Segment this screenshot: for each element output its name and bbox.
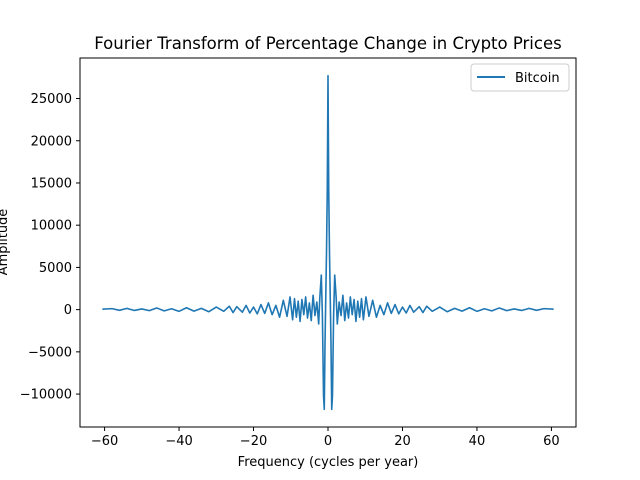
- x-tick-label: 20: [394, 434, 411, 449]
- y-tick-label: 20000: [31, 134, 72, 149]
- x-tick-label: 60: [543, 434, 560, 449]
- x-axis-label: Frequency (cycles per year): [238, 455, 419, 470]
- series-line-bitcoin: [102, 74, 554, 411]
- x-tick-label: 40: [469, 434, 486, 449]
- y-tick-label: −10000: [20, 388, 72, 403]
- y-axis-label: Amplitude: [0, 209, 11, 276]
- legend-box: [470, 63, 570, 92]
- legend-label-bitcoin: Bitcoin: [515, 71, 560, 86]
- x-tick-label: −40: [165, 434, 192, 449]
- y-tick-label: 15000: [31, 176, 72, 191]
- x-axis-ticks: −60 −40 −20 0 20 40 60: [91, 427, 560, 449]
- y-tick-label: −5000: [28, 345, 72, 360]
- x-tick-label: 0: [324, 434, 332, 449]
- y-tick-label: 10000: [31, 219, 72, 234]
- x-tick-label: −20: [240, 434, 267, 449]
- y-tick-label: 25000: [31, 92, 72, 107]
- y-tick-label: 5000: [39, 261, 72, 276]
- chart-title: Fourier Transform of Percentage Change i…: [94, 34, 561, 53]
- x-tick-label: −60: [91, 434, 118, 449]
- legend: Bitcoin: [470, 63, 570, 92]
- y-tick-label: 0: [64, 303, 72, 318]
- y-axis-ticks: −10000 −5000 0 5000 10000 15000 20000 25000: [20, 92, 80, 403]
- series-layer: [102, 74, 554, 411]
